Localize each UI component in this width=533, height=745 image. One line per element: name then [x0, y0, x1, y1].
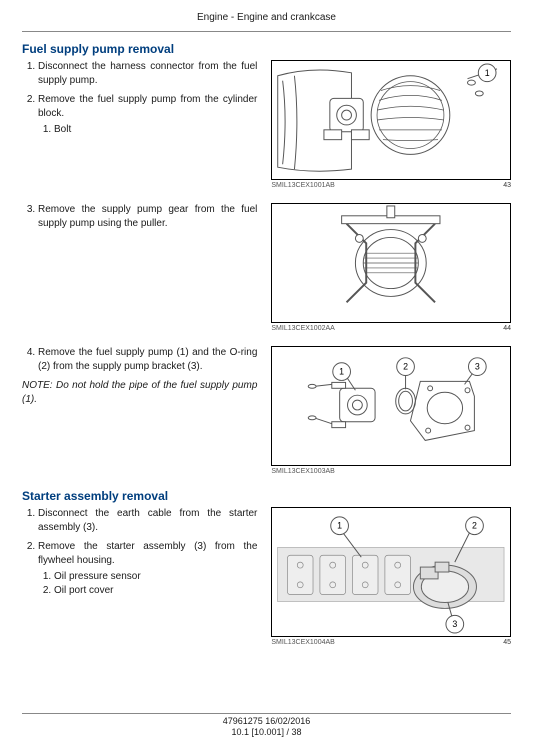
- substep-text: Oil pressure sensor: [54, 570, 257, 584]
- step-block-1-2: Disconnect the harness connector from th…: [22, 60, 511, 189]
- step-text: Remove the supply pump gear from the fue…: [38, 203, 257, 230]
- header-divider: [22, 31, 511, 32]
- step-block-starter: Disconnect the earth cable from the star…: [22, 507, 511, 646]
- page-footer: 47961275 16/02/2016 10.1 [10.001] / 38: [22, 713, 511, 737]
- step-text: Disconnect the harness connector from th…: [38, 60, 257, 87]
- step-text-inner: Remove the fuel supply pump from the cyl…: [38, 94, 257, 119]
- figure-code: SMIL13CEX1002AA: [271, 325, 334, 332]
- svg-text:3: 3: [475, 362, 480, 372]
- step-text: Remove the starter assembly (3) from the…: [38, 540, 257, 597]
- svg-text:1: 1: [338, 521, 343, 531]
- figure-starter-assembly: 1 2 3: [271, 507, 511, 637]
- step-block-4: Remove the fuel supply pump (1) and the …: [22, 346, 511, 475]
- figure-code: SMIL13CEX1003AB: [271, 468, 334, 475]
- step-text: Disconnect the earth cable from the star…: [38, 507, 257, 534]
- svg-text:3: 3: [453, 619, 458, 629]
- svg-text:2: 2: [403, 362, 408, 372]
- figure-code: SMIL13CEX1001AB: [271, 182, 334, 189]
- section-title-fuel-removal: Fuel supply pump removal: [22, 42, 511, 56]
- step-text: Remove the fuel supply pump (1) and the …: [38, 346, 257, 373]
- substep-text: Bolt: [54, 123, 257, 137]
- footer-doc-id: 47961275 16/02/2016: [22, 716, 511, 726]
- figure-number: 43: [503, 182, 511, 189]
- step-block-3: Remove the supply pump gear from the fue…: [22, 203, 511, 332]
- svg-text:1: 1: [340, 367, 345, 377]
- figure-pump-oring-bracket: 1 2 3: [271, 346, 511, 466]
- footer-page-ref: 10.1 [10.001] / 38: [22, 727, 511, 737]
- step-text: Remove the fuel supply pump from the cyl…: [38, 93, 257, 137]
- figure-number: 44: [503, 325, 511, 332]
- section-title-starter-removal: Starter assembly removal: [22, 489, 511, 503]
- note-text: NOTE: Do not hold the pipe of the fuel s…: [22, 379, 257, 406]
- svg-text:1: 1: [485, 68, 490, 78]
- svg-text:2: 2: [472, 521, 477, 531]
- substep-text: Oil port cover: [54, 584, 257, 598]
- step-text-inner: Remove the starter assembly (3) from the…: [38, 541, 257, 566]
- figure-number: 45: [503, 639, 511, 646]
- figure-puller: [271, 203, 511, 323]
- figure-fuel-pump-block: 1: [271, 60, 511, 180]
- figure-code: SMIL13CEX1004AB: [271, 639, 334, 646]
- page-header: Engine - Engine and crankcase: [22, 12, 511, 23]
